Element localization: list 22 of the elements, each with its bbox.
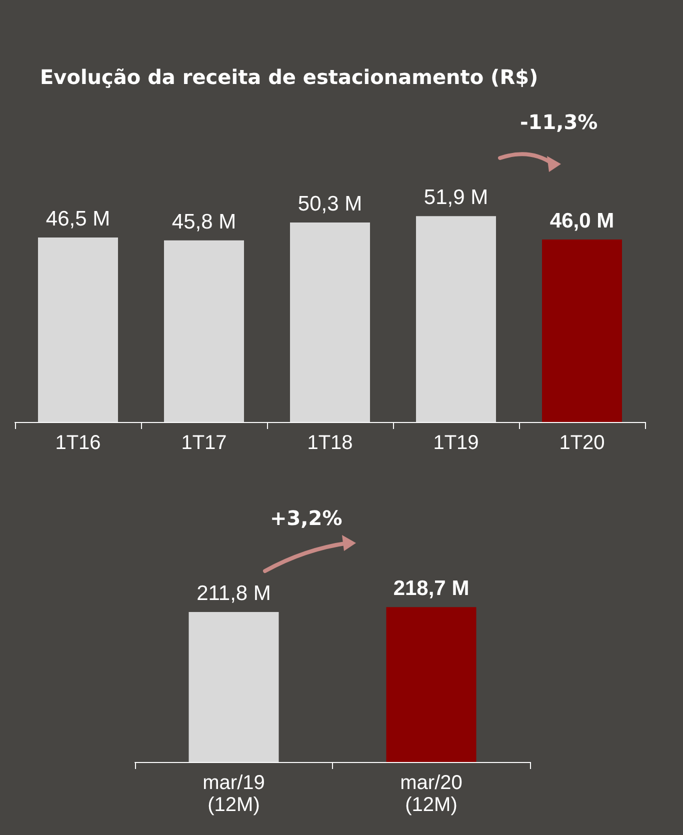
bar	[164, 240, 244, 422]
data-label: 211,8 M	[196, 582, 271, 606]
x-tick-label: mar/20 (12M)	[400, 772, 462, 816]
x-tick-label: 1T17	[181, 432, 227, 454]
data-label: 46,5 M	[46, 208, 110, 231]
bar	[416, 216, 496, 422]
x-tick-label: 1T18	[307, 432, 353, 454]
data-label: 51,9 M	[424, 186, 488, 210]
x-tick-label: mar/19 (12M)	[202, 772, 265, 816]
bar	[290, 222, 370, 422]
data-label: 46,0 M	[550, 210, 614, 233]
chart-title: Evolução da receita de estacionamento (R$)	[40, 65, 538, 89]
x-tick-label: 1T16	[55, 432, 101, 454]
x-tick-label: 1T19	[433, 432, 479, 454]
data-label: 218,7 M	[393, 577, 470, 600]
text: +3,2%	[270, 506, 342, 530]
data-label: 50,3 M	[298, 192, 362, 216]
bar	[542, 240, 622, 422]
x-tick-label: 1T20	[559, 432, 605, 454]
bar	[38, 238, 118, 422]
data-label: 45,8 M	[172, 210, 236, 234]
text: -11,3%	[520, 110, 598, 134]
